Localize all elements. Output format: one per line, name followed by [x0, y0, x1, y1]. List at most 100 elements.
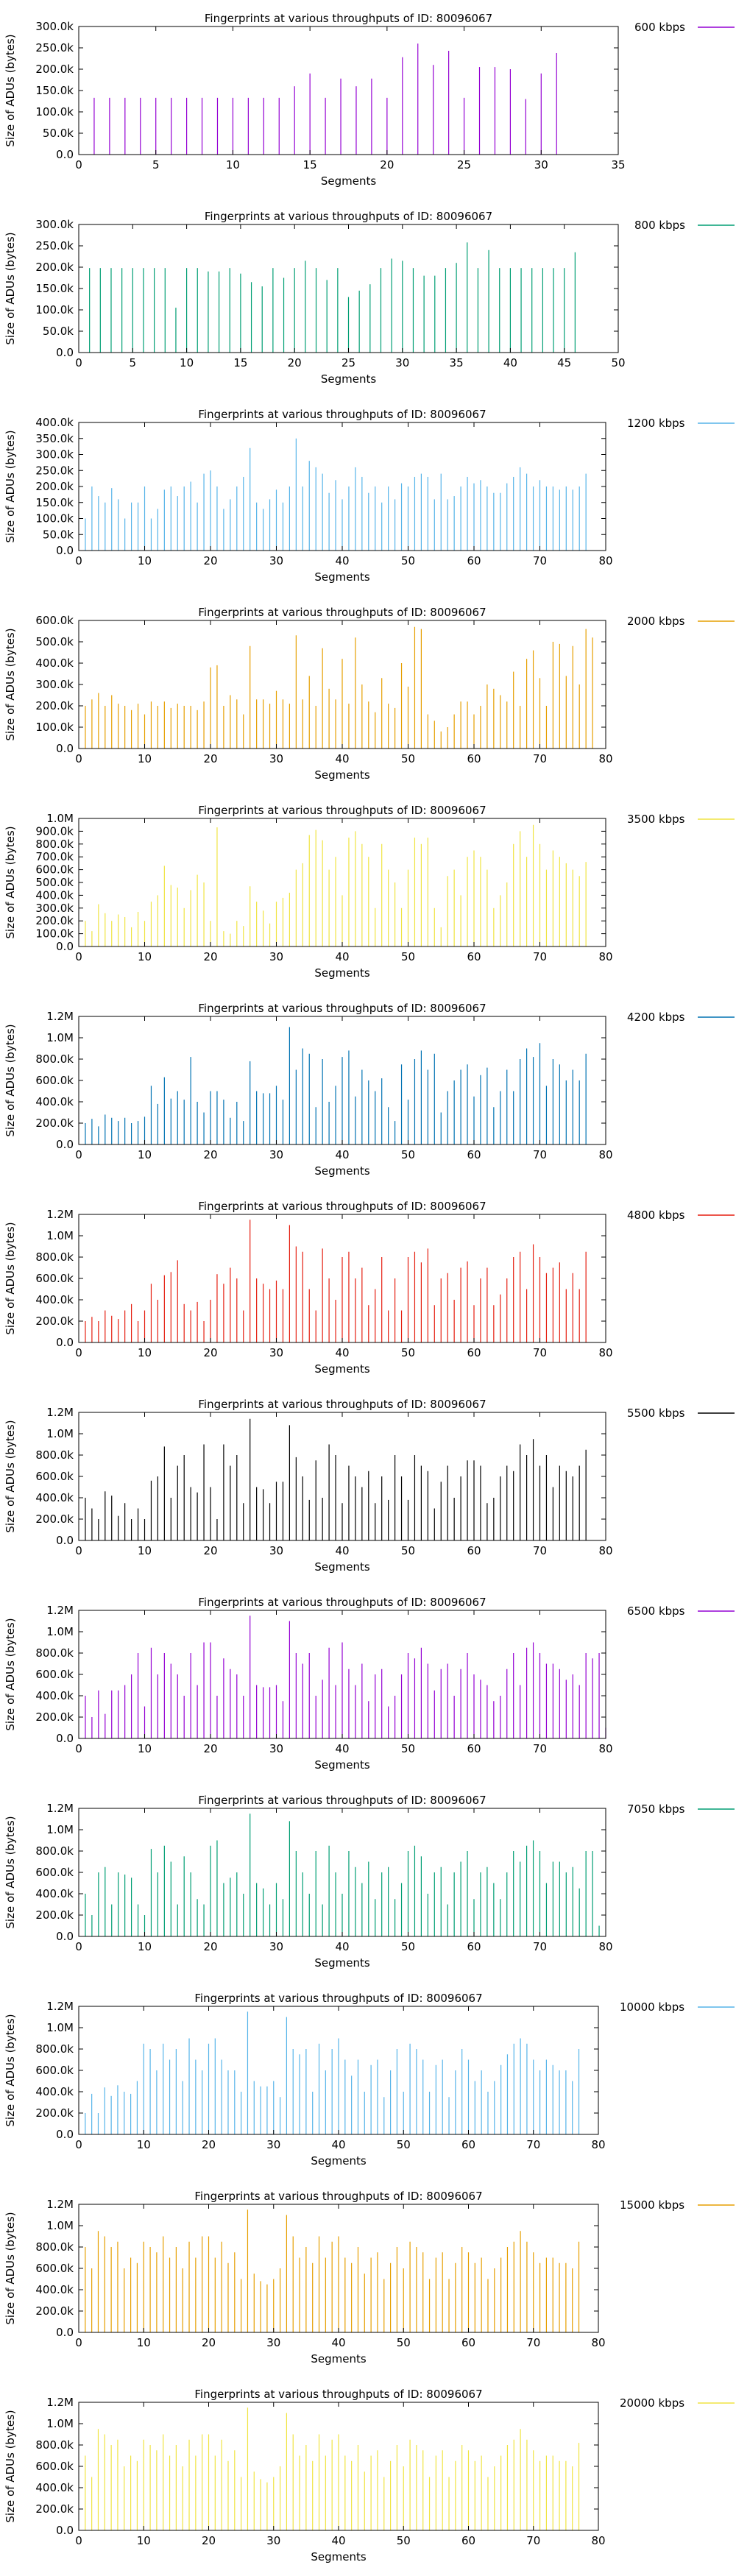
x-tick-label: 80 [591, 2534, 605, 2547]
x-tick-label: 60 [467, 1544, 481, 1557]
x-tick-label: 0 [75, 1742, 82, 1755]
legend-label: 4800 kbps [627, 1209, 685, 1222]
x-tick-label: 60 [461, 2336, 475, 2349]
chart-panel: Fingerprints at various throughputs of I… [4, 1002, 735, 1178]
y-tick-label: 600.0k [35, 614, 74, 627]
y-tick-label: 350.0k [35, 432, 74, 445]
y-tick-label: 1.2M [46, 1802, 74, 1815]
y-tick-label: 100.0k [35, 105, 74, 118]
y-tick-label: 100.0k [35, 927, 74, 941]
x-tick-label: 30 [395, 356, 409, 369]
x-tick-label: 10 [138, 1346, 152, 1359]
y-tick-label: 400.0k [35, 1689, 74, 1702]
y-tick-label: 200.0k [35, 699, 74, 712]
chart-panel: Fingerprints at various throughputs of I… [4, 408, 735, 584]
legend-label: 5500 kbps [627, 1406, 685, 1420]
chart-title: Fingerprints at various throughputs of I… [205, 12, 492, 25]
x-tick-label: 20 [203, 1148, 217, 1161]
y-tick-label: 1.0M [46, 812, 74, 825]
x-tick-label: 15 [233, 356, 247, 369]
y-axis-label: Size of ADUs (bytes) [4, 1024, 17, 1136]
x-tick-label: 80 [598, 1346, 612, 1359]
x-axis-label: Segments [321, 372, 377, 386]
x-tick-label: 20 [203, 1346, 217, 1359]
chart-panel: Fingerprints at various throughputs of I… [4, 606, 735, 782]
chart-title: Fingerprints at various throughputs of I… [194, 2388, 482, 2401]
chart-title: Fingerprints at various throughputs of I… [198, 1200, 486, 1213]
chart-panel: Fingerprints at various throughputs of I… [4, 1596, 735, 1772]
x-tick-label: 50 [401, 1148, 415, 1161]
x-tick-label: 30 [269, 1544, 283, 1557]
y-tick-label: 1.0M [46, 2219, 74, 2232]
x-axis-label: Segments [314, 1758, 370, 1772]
legend-label: 1200 kbps [627, 417, 685, 430]
x-tick-label: 30 [266, 2138, 280, 2151]
y-tick-label: 600.0k [35, 2064, 74, 2077]
x-tick-label: 60 [461, 2138, 475, 2151]
chart-title: Fingerprints at various throughputs of I… [198, 408, 486, 421]
x-axis-label: Segments [311, 2352, 367, 2366]
x-axis-label: Segments [311, 2550, 367, 2563]
x-tick-label: 20 [203, 1940, 217, 1953]
legend-label: 2000 kbps [627, 615, 685, 628]
legend-label: 6500 kbps [627, 1604, 685, 1618]
y-tick-label: 50.0k [43, 127, 74, 140]
y-tick-label: 600.0k [35, 2262, 74, 2275]
y-tick-label: 0.0 [56, 544, 74, 557]
y-tick-label: 150.0k [35, 282, 74, 295]
x-tick-label: 40 [331, 2138, 345, 2151]
y-tick-label: 0.0 [56, 1534, 74, 1547]
y-tick-label: 1.2M [46, 1208, 74, 1221]
x-tick-label: 20 [203, 554, 217, 567]
x-tick-label: 20 [203, 1544, 217, 1557]
y-tick-label: 1.0M [46, 1823, 74, 1836]
x-tick-label: 10 [138, 950, 152, 963]
y-axis-label: Size of ADUs (bytes) [4, 2014, 17, 2126]
x-tick-label: 70 [533, 752, 547, 765]
y-tick-label: 200.0k [35, 1908, 74, 1922]
chart-panel: Fingerprints at various throughputs of I… [4, 2388, 735, 2563]
y-tick-label: 800.0k [35, 1052, 74, 1066]
x-tick-label: 10 [137, 2138, 151, 2151]
x-tick-label: 25 [457, 158, 471, 171]
x-tick-label: 30 [269, 1346, 283, 1359]
y-tick-label: 250.0k [35, 41, 74, 54]
x-tick-label: 15 [303, 158, 317, 171]
x-tick-label: 30 [534, 158, 548, 171]
y-tick-label: 100.0k [35, 512, 74, 526]
x-axis-label: Segments [311, 2154, 367, 2168]
y-tick-label: 600.0k [35, 1272, 74, 1285]
y-tick-label: 200.0k [35, 1314, 74, 1328]
legend-label: 15000 kbps [620, 2198, 684, 2212]
x-tick-label: 70 [526, 2138, 540, 2151]
y-tick-label: 200.0k [35, 1710, 74, 1724]
legend-label: 800 kbps [634, 219, 685, 232]
y-tick-label: 800.0k [35, 2240, 74, 2254]
legend-label: 7050 kbps [627, 1802, 685, 1816]
y-tick-label: 50.0k [43, 528, 74, 541]
y-tick-label: 0.0 [56, 346, 74, 359]
y-tick-label: 1.0M [46, 2417, 74, 2430]
x-tick-label: 30 [269, 950, 283, 963]
y-tick-label: 50.0k [43, 325, 74, 338]
y-tick-label: 400.0k [35, 1887, 74, 1900]
x-tick-label: 80 [591, 2336, 605, 2349]
chart-panel: Fingerprints at various throughputs of I… [4, 1200, 735, 1376]
y-tick-label: 100.0k [35, 303, 74, 316]
y-tick-label: 0.0 [56, 742, 74, 755]
y-tick-label: 400.0k [35, 2481, 74, 2494]
y-tick-label: 900.0k [35, 824, 74, 838]
x-tick-label: 20 [203, 1742, 217, 1755]
y-tick-label: 500.0k [35, 876, 74, 889]
x-tick-label: 30 [269, 1148, 283, 1161]
y-axis-label: Size of ADUs (bytes) [4, 430, 17, 542]
chart-panel: Fingerprints at various throughputs of I… [4, 1398, 735, 1574]
x-tick-label: 50 [397, 2336, 411, 2349]
y-tick-label: 1.2M [46, 2198, 74, 2211]
x-axis-label: Segments [321, 174, 377, 188]
y-tick-label: 400.0k [35, 888, 74, 902]
x-tick-label: 50 [401, 752, 415, 765]
x-tick-label: 70 [533, 1544, 547, 1557]
x-tick-label: 30 [269, 1742, 283, 1755]
x-tick-label: 10 [137, 2336, 151, 2349]
